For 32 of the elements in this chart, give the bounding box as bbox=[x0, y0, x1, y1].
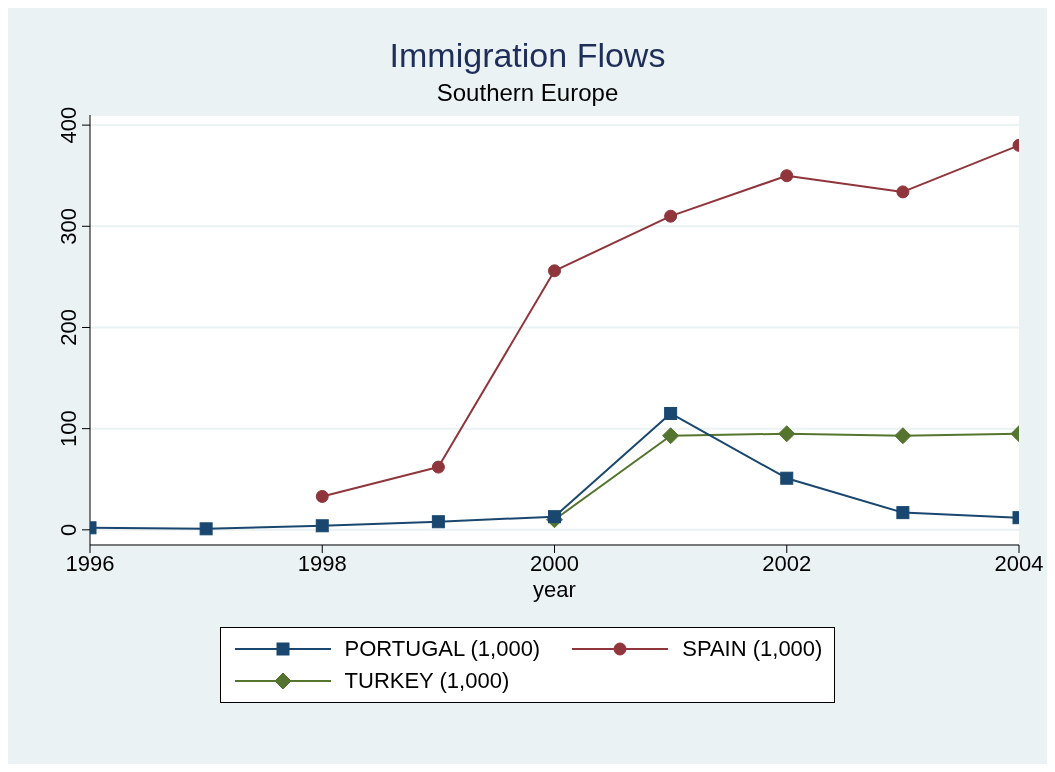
point bbox=[664, 406, 678, 420]
point bbox=[664, 209, 678, 223]
point bbox=[896, 506, 910, 520]
x-tick-label: 2000 bbox=[530, 550, 579, 576]
point bbox=[315, 489, 329, 503]
point bbox=[778, 425, 796, 443]
point bbox=[896, 185, 910, 199]
point bbox=[431, 515, 445, 529]
point bbox=[315, 519, 329, 533]
point bbox=[780, 169, 794, 183]
point bbox=[548, 510, 561, 524]
point bbox=[199, 522, 213, 536]
y-tick-label: 200 bbox=[56, 309, 81, 346]
point bbox=[662, 427, 680, 445]
chart-subtitle: Southern Europe bbox=[435, 79, 620, 107]
y-tick-label: 300 bbox=[56, 207, 81, 245]
y-tick-label: 100 bbox=[56, 410, 81, 448]
point bbox=[894, 427, 912, 445]
legend-label: TURKEY (1,000) bbox=[344, 668, 510, 694]
y-tick-label: 400 bbox=[56, 106, 81, 144]
legend-label: SPAIN (1,000) bbox=[682, 636, 823, 662]
point bbox=[548, 264, 561, 278]
x-tick-label: 2004 bbox=[994, 550, 1044, 576]
point bbox=[780, 471, 794, 485]
x-axis-title: year bbox=[533, 577, 576, 602]
x-tick-label: 1998 bbox=[297, 550, 347, 576]
x-tick-label: 2002 bbox=[762, 550, 812, 576]
y-tick-label: 0 bbox=[56, 523, 81, 536]
point bbox=[431, 460, 445, 474]
legend-label: PORTUGAL (1,000) bbox=[344, 636, 541, 662]
chart-title: Immigration Flows bbox=[388, 36, 667, 75]
x-tick-label: 1996 bbox=[65, 550, 115, 576]
